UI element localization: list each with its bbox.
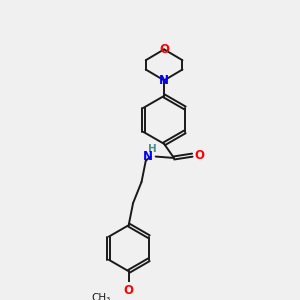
Text: O: O bbox=[124, 284, 134, 297]
Text: N: N bbox=[143, 150, 153, 163]
Text: H: H bbox=[148, 144, 157, 154]
Text: N: N bbox=[159, 74, 169, 87]
Text: CH₃: CH₃ bbox=[92, 293, 111, 300]
Text: O: O bbox=[159, 43, 169, 56]
Text: O: O bbox=[195, 148, 205, 162]
